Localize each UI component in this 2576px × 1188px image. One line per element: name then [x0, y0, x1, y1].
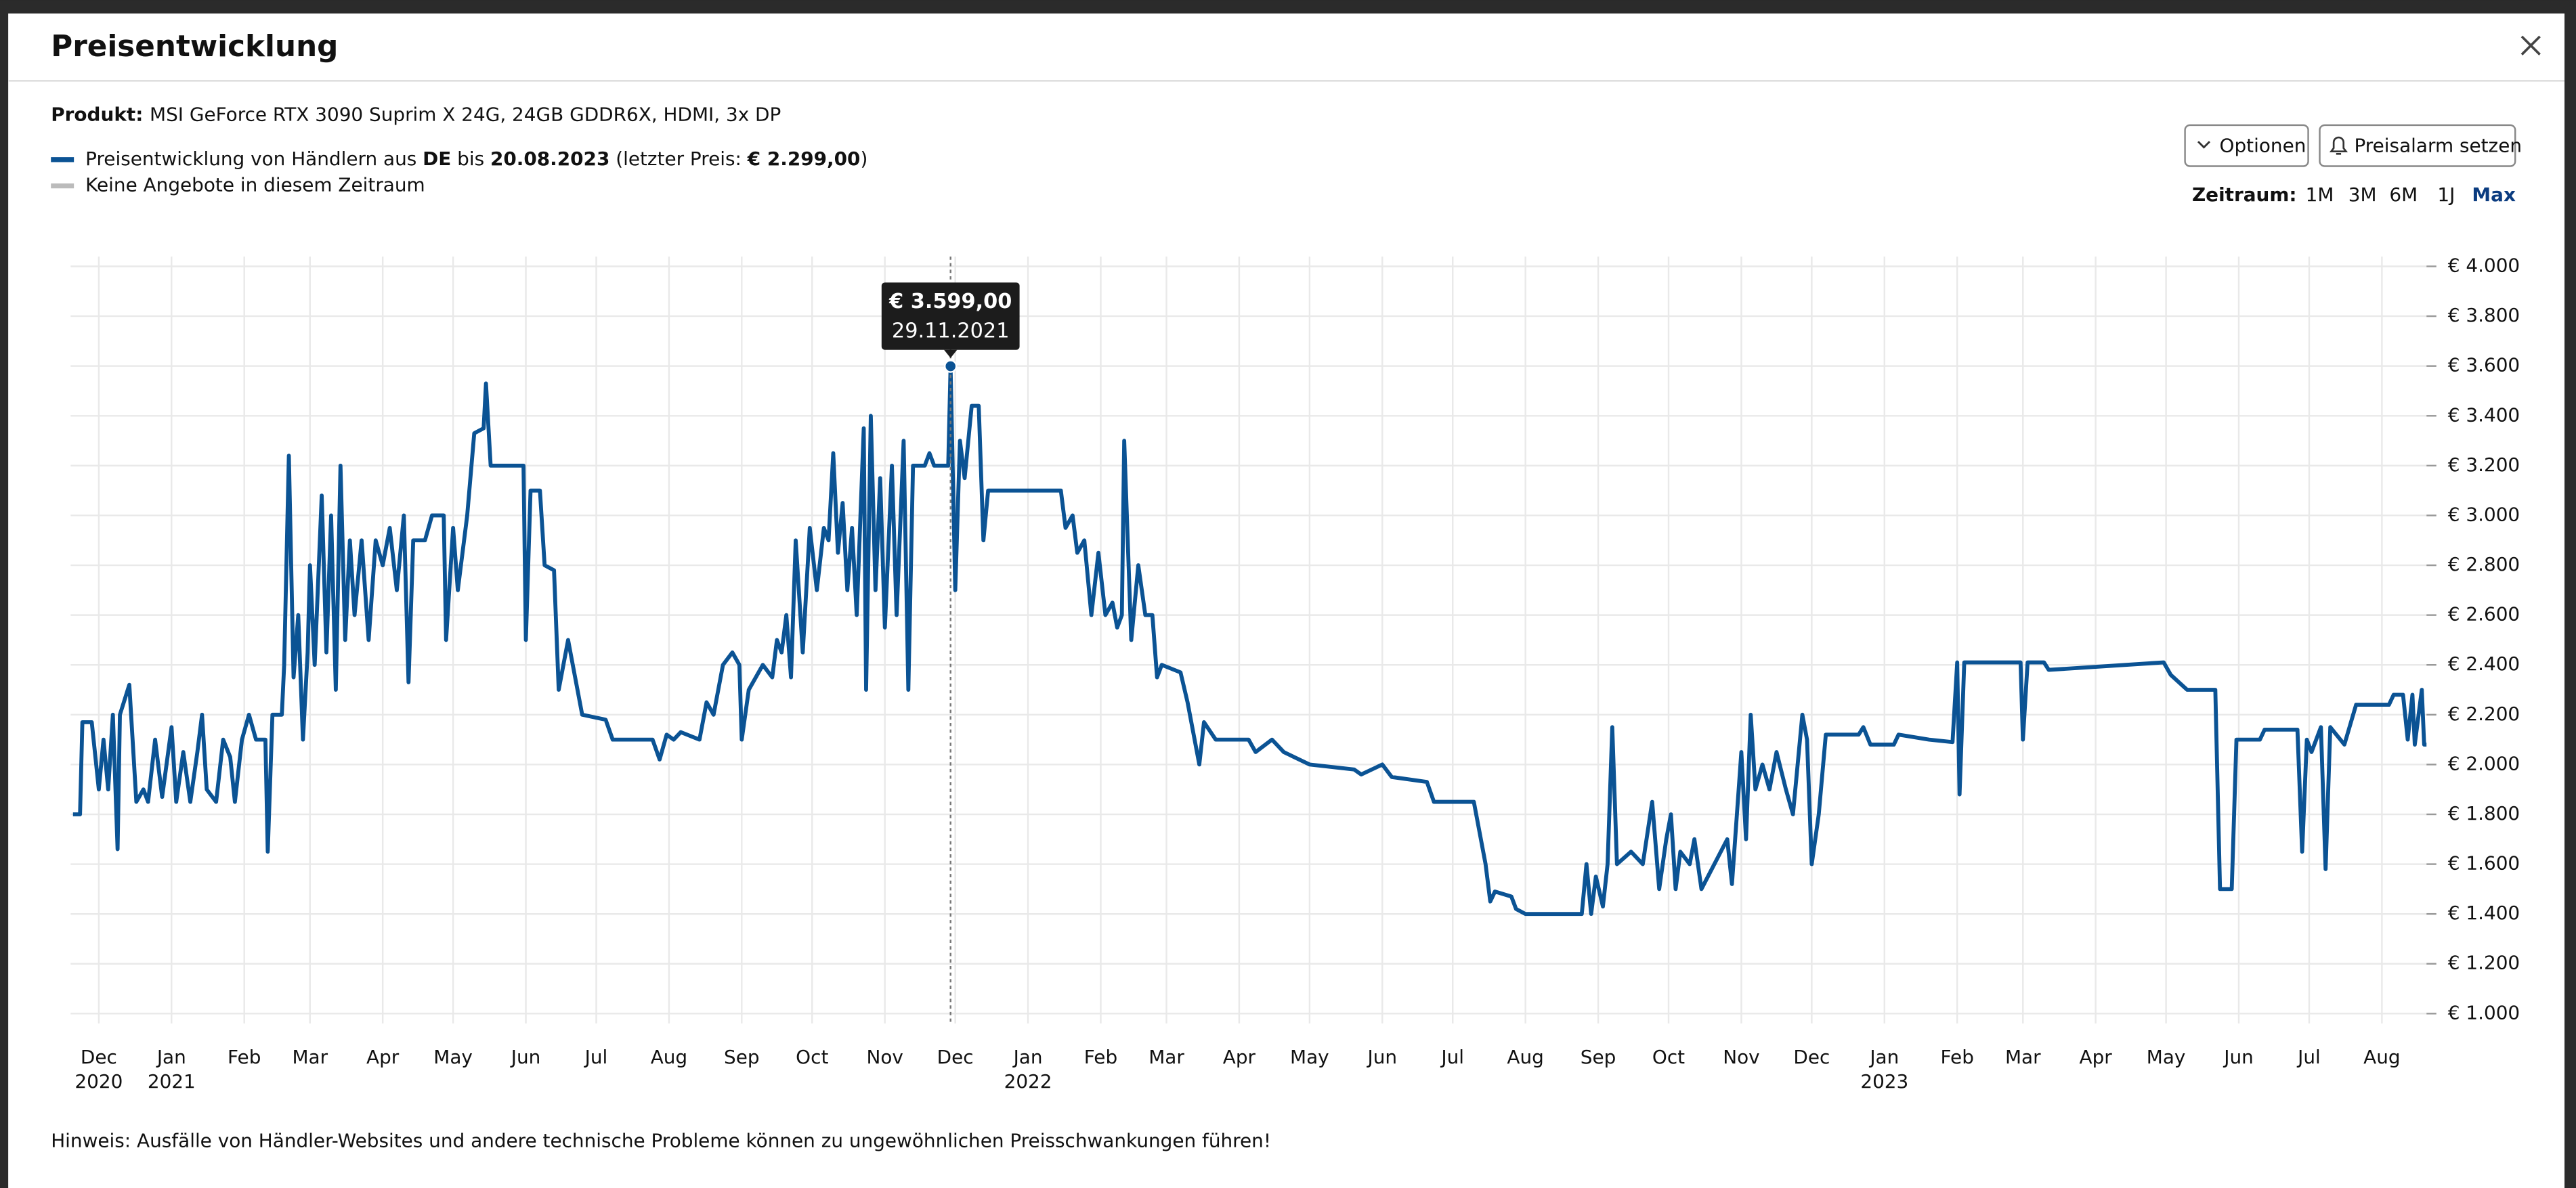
y-tick-label: € 2.400	[2448, 653, 2520, 675]
dialog-title: Preisentwicklung	[51, 29, 338, 64]
tooltip-marker	[944, 359, 958, 373]
product-line: Produkt: MSI GeForce RTX 3090 Suprim X 24…	[51, 103, 781, 125]
price-alert-label[interactable]: Preisalarm setzen	[2354, 134, 2522, 156]
tooltip-price: € 3.599,00	[888, 290, 1012, 313]
range-option[interactable]: 3M	[2348, 183, 2377, 206]
x-tick-label: Feb	[1084, 1046, 1117, 1068]
range-label: Zeitraum:	[2192, 183, 2297, 206]
x-tick-label: Apr	[366, 1046, 400, 1068]
y-tick-label: € 2.600	[2448, 603, 2520, 625]
x-tick-label: Jan	[1868, 1046, 1899, 1068]
legend-text: bis	[451, 148, 490, 170]
x-tick-label: Dec	[1793, 1046, 1830, 1068]
y-tick-label: € 3.400	[2448, 403, 2520, 426]
x-tick-label: Apr	[1223, 1046, 1256, 1068]
legend-text: DE	[423, 148, 451, 170]
x-tick-label: Feb	[228, 1046, 261, 1068]
y-tick-label: € 2.800	[2448, 553, 2520, 575]
price-alert-button[interactable]: Preisalarm setzen	[2319, 124, 2522, 167]
x-tick-label: Jan	[156, 1046, 186, 1068]
options-label[interactable]: Optionen	[2220, 134, 2306, 156]
y-tick-label: € 2.200	[2448, 703, 2520, 725]
x-tick-year: 2022	[1004, 1070, 1052, 1093]
x-tick-label: Mar	[292, 1046, 328, 1068]
x-tick-label: Nov	[866, 1046, 903, 1068]
x-tick-label: Sep	[1581, 1046, 1616, 1068]
x-tick-label: Aug	[651, 1046, 687, 1068]
product-name: MSI GeForce RTX 3090 Suprim X 24G, 24GB …	[150, 103, 781, 125]
legend-text: (letzter Preis:	[609, 148, 747, 170]
x-tick-label: Apr	[2080, 1046, 2113, 1068]
product-label: Produkt:	[51, 103, 143, 125]
dialog	[8, 13, 2565, 1188]
y-tick-label: € 3.800	[2448, 304, 2520, 326]
x-tick-label: May	[2147, 1046, 2186, 1068]
legend-text: Preisentwicklung von Händlern aus	[85, 148, 423, 170]
options-button[interactable]: Optionen	[2184, 124, 2309, 167]
x-tick-label: Oct	[1652, 1046, 1685, 1068]
y-tick-label: € 1.600	[2448, 852, 2520, 875]
legend-text: € 2.299,00	[747, 148, 861, 170]
y-tick-label: € 3.000	[2448, 503, 2520, 525]
x-tick-label: Jun	[2223, 1046, 2254, 1068]
range-option[interactable]: Max	[2472, 183, 2516, 206]
x-tick-label: May	[1290, 1046, 1329, 1068]
y-tick-label: € 4.000	[2448, 255, 2520, 277]
y-tick-label: € 1.200	[2448, 952, 2520, 974]
x-tick-label: Jul	[584, 1046, 608, 1068]
x-tick-label: Jan	[1012, 1046, 1043, 1068]
tooltip-pointer	[944, 349, 958, 358]
x-tick-label: Aug	[2363, 1046, 2400, 1068]
legend-entry: Keine Angebote in diesem Zeitraum	[85, 174, 425, 196]
x-tick-label: Oct	[796, 1046, 828, 1068]
price-line	[72, 364, 2427, 917]
x-tick-label: Dec	[81, 1046, 117, 1068]
legend-text: Keine Angebote in diesem Zeitraum	[85, 174, 425, 196]
close-button[interactable]	[2520, 35, 2541, 56]
y-tick-label: € 3.600	[2448, 354, 2520, 376]
y-tick-label: € 1.400	[2448, 902, 2520, 924]
footer-note: Hinweis: Ausfälle von Händler-Websites u…	[51, 1130, 1271, 1152]
x-tick-label: Feb	[1941, 1046, 1974, 1068]
y-tick-label: € 2.000	[2448, 752, 2520, 774]
x-tick-label: Jun	[1367, 1046, 1398, 1068]
range-option[interactable]: 1J	[2437, 183, 2455, 206]
tooltip-date: 29.11.2021	[892, 320, 1010, 343]
range-option[interactable]: 6M	[2389, 183, 2418, 206]
range-option[interactable]: 1M	[2306, 183, 2334, 206]
legend-text: 20.08.2023	[490, 148, 609, 170]
x-tick-label: Dec	[937, 1046, 974, 1068]
x-tick-label: Jul	[1440, 1046, 1464, 1068]
x-tick-label: May	[433, 1046, 473, 1068]
y-tick-label: € 1.800	[2448, 802, 2520, 824]
y-tick-label: € 3.200	[2448, 454, 2520, 476]
legend-entry: Preisentwicklung von Händlern aus DE bis…	[85, 148, 867, 170]
x-tick-label: Mar	[1149, 1046, 1184, 1068]
tooltip-box	[881, 282, 1020, 350]
x-tick-label: Sep	[724, 1046, 760, 1068]
x-tick-year: 2021	[148, 1070, 196, 1093]
y-tick-label: € 1.000	[2448, 1001, 2520, 1024]
x-tick-label: Mar	[2005, 1046, 2041, 1068]
x-tick-label: Aug	[1507, 1046, 1543, 1068]
x-tick-year: 2023	[1860, 1070, 1908, 1093]
legend-text: )	[860, 148, 867, 170]
x-tick-year: 2020	[74, 1070, 123, 1093]
x-tick-label: Jul	[2296, 1046, 2321, 1068]
x-tick-label: Jun	[510, 1046, 541, 1068]
x-tick-label: Nov	[1723, 1046, 1759, 1068]
